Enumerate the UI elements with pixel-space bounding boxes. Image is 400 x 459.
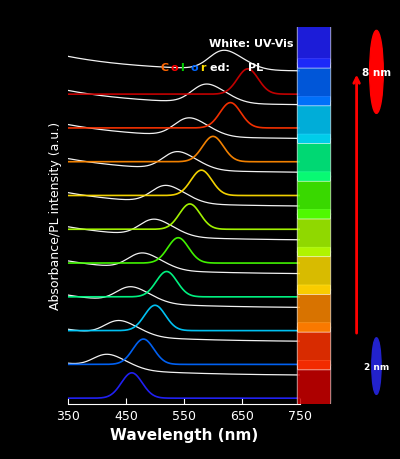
Text: 8 nm: 8 nm	[362, 68, 391, 78]
Text: White: UV-Vis: White: UV-Vis	[208, 39, 293, 49]
FancyBboxPatch shape	[297, 361, 331, 408]
X-axis label: Wavelength (nm): Wavelength (nm)	[110, 427, 258, 442]
FancyBboxPatch shape	[297, 173, 331, 219]
Text: o: o	[170, 63, 178, 73]
Text: r: r	[200, 63, 205, 73]
FancyBboxPatch shape	[297, 97, 331, 144]
Circle shape	[370, 31, 383, 114]
Text: Size: Size	[363, 198, 378, 233]
FancyBboxPatch shape	[297, 323, 331, 370]
Y-axis label: Absorbance/PL intensity (a.u.): Absorbance/PL intensity (a.u.)	[50, 122, 62, 309]
Text: o: o	[190, 63, 198, 73]
FancyBboxPatch shape	[297, 210, 331, 257]
FancyBboxPatch shape	[297, 135, 331, 182]
FancyBboxPatch shape	[297, 248, 331, 295]
Text: PL: PL	[248, 63, 264, 73]
Text: C: C	[161, 63, 169, 73]
FancyBboxPatch shape	[297, 285, 331, 332]
Text: ed:: ed:	[210, 63, 233, 73]
FancyBboxPatch shape	[297, 60, 331, 106]
FancyBboxPatch shape	[297, 22, 331, 69]
Circle shape	[372, 338, 381, 394]
Text: 2 nm: 2 nm	[364, 362, 389, 371]
Text: l: l	[180, 63, 184, 73]
